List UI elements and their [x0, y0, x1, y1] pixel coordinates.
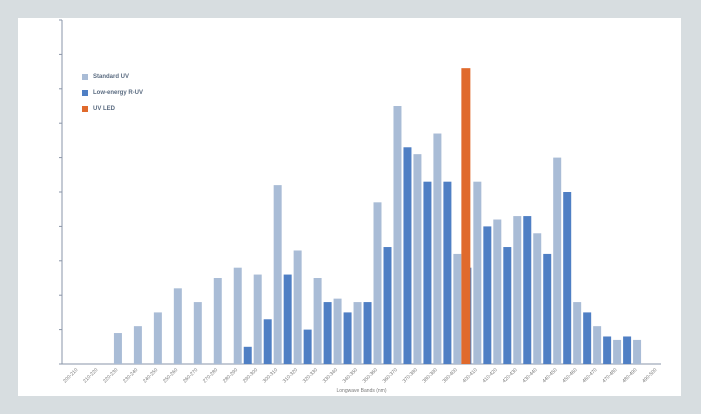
x-tick-label: 360-370: [382, 367, 399, 384]
x-tick-label: 220-230: [102, 367, 119, 384]
x-tick-label: 200-210: [62, 367, 79, 384]
legend-swatch-low-energy-r-uv: [82, 90, 88, 96]
bar-standard-uv-270-280: [213, 278, 222, 364]
x-tick-label: 450-460: [561, 367, 578, 384]
bar-standard-uv-450-460: [573, 302, 582, 364]
x-tick-label: 460-470: [581, 367, 598, 384]
x-tick-label: 340-350: [342, 367, 359, 384]
bar-standard-uv-330-340: [333, 298, 342, 364]
bar-chart: 200-210 210-220 220-230 230-240 240-250 250-2…: [59, 19, 661, 394]
bar-low-energy-r-uv-470-480: [623, 336, 632, 364]
bar-standard-uv-460-470: [593, 326, 602, 364]
bar-standard-uv-220-230: [113, 333, 122, 364]
bars: [113, 68, 642, 364]
bar-low-energy-r-uv-300-310: [283, 274, 292, 364]
x-tick-label: 210-220: [82, 367, 99, 384]
bar-low-energy-r-uv-370-380: [423, 181, 432, 364]
bar-low-energy-r-uv-340-350: [363, 302, 372, 364]
bar-low-energy-r-uv-290-300: [263, 319, 272, 364]
x-tick-label: 350-360: [362, 367, 379, 384]
bar-standard-uv-310-320: [293, 250, 302, 364]
bar-low-energy-r-uv-310-320: [303, 329, 312, 364]
bar-standard-uv-430-440: [533, 233, 542, 364]
x-tick-label: 470-480: [601, 367, 618, 384]
bar-standard-uv-340-350: [353, 302, 362, 364]
bar-standard-uv-350-360: [373, 202, 382, 364]
legend-swatch-uv-led: [82, 106, 88, 112]
bar-low-energy-r-uv-460-470: [603, 336, 612, 364]
x-tick-label: 240-250: [142, 367, 159, 384]
bar-standard-uv-480-490: [633, 339, 642, 364]
x-tick-label: 250-260: [162, 367, 179, 384]
x-tick-label: 230-240: [122, 367, 139, 384]
bar-low-energy-r-uv-350-360: [383, 247, 392, 364]
x-tick-label: 300-310: [262, 367, 279, 384]
bar-low-energy-r-uv-420-430: [523, 216, 532, 364]
bar-standard-uv-260-270: [193, 302, 202, 364]
x-tick-label: 310-320: [282, 367, 299, 384]
legend-item-standard-uv: Standard UV: [82, 70, 143, 84]
chart-panel: 200-210 210-220 220-230 230-240 240-250 250-2…: [18, 18, 681, 396]
bar-standard-uv-230-240: [133, 326, 142, 364]
legend-swatch-standard-uv: [82, 74, 88, 80]
x-tick-label: 410-420: [481, 367, 498, 384]
legend-label-standard-uv: Standard UV: [93, 74, 130, 80]
x-tick-label: 260-270: [182, 367, 199, 384]
bar-standard-uv-400-410: [473, 181, 482, 364]
x-axis-title: Longwave Bands (nm): [336, 388, 386, 394]
bar-low-energy-r-uv-360-370: [403, 147, 412, 364]
bar-low-energy-r-uv-430-440: [543, 253, 552, 364]
bar-standard-uv-390-400: [453, 253, 462, 364]
bar-standard-uv-280-290: [233, 267, 242, 364]
bar-standard-uv-300-310: [273, 185, 282, 364]
bar-low-energy-r-uv-440-450: [563, 192, 572, 364]
legend-item-uv-led: UV LED: [82, 102, 143, 116]
bar-uv-led-390-400: [461, 68, 471, 364]
bar-standard-uv-370-380: [413, 154, 422, 364]
x-tick-label: 330-340: [322, 367, 339, 384]
bar-standard-uv-410-420: [493, 219, 502, 364]
bar-standard-uv-380-390: [433, 133, 442, 364]
bar-standard-uv-320-330: [313, 278, 322, 364]
x-tick-label: 390-400: [442, 367, 459, 384]
bar-standard-uv-240-250: [153, 312, 162, 364]
x-tick-label: 430-440: [521, 367, 538, 384]
bar-standard-uv-250-260: [173, 288, 182, 364]
x-tick-label: 370-380: [402, 367, 419, 384]
bar-low-energy-r-uv-450-460: [583, 312, 592, 364]
x-tick-label: 380-390: [422, 367, 439, 384]
bar-low-energy-r-uv-330-340: [343, 312, 352, 364]
legend: Standard UV Low-energy R-UV UV LED: [82, 70, 143, 118]
bar-standard-uv-470-480: [613, 339, 622, 364]
bar-standard-uv-420-430: [513, 216, 522, 364]
bar-low-energy-r-uv-280-290: [243, 346, 252, 364]
x-tick-labels: 200-210 210-220 220-230 230-240 240-250 250-2…: [62, 367, 658, 384]
bar-standard-uv-290-300: [253, 274, 262, 364]
x-tick-label: 440-450: [541, 367, 558, 384]
legend-label-uv-led: UV LED: [93, 106, 116, 112]
x-tick-label: 290-300: [242, 367, 259, 384]
bar-standard-uv-360-370: [393, 106, 402, 364]
bar-low-energy-r-uv-320-330: [323, 302, 332, 364]
legend-item-low-energy-r-uv: Low-energy R-UV: [82, 86, 143, 100]
x-tick-label: 400-410: [462, 367, 479, 384]
legend-label-low-energy-r-uv: Low-energy R-UV: [93, 90, 144, 96]
x-tick-label: 490-500: [641, 367, 658, 384]
x-tick-label: 420-430: [501, 367, 518, 384]
x-tick-label: 320-330: [302, 367, 319, 384]
x-tick-label: 280-290: [222, 367, 239, 384]
x-tick-label: 480-490: [621, 367, 638, 384]
bar-low-energy-r-uv-380-390: [443, 181, 452, 364]
bar-standard-uv-440-450: [553, 157, 562, 364]
bar-low-energy-r-uv-400-410: [483, 226, 492, 364]
bar-low-energy-r-uv-410-420: [503, 247, 512, 364]
x-tick-label: 270-280: [202, 367, 219, 384]
